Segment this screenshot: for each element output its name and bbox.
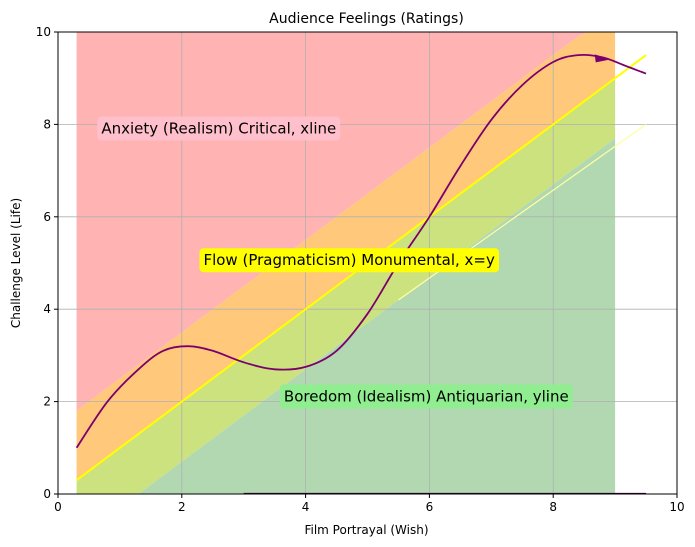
y-tick-label: 8 bbox=[43, 117, 51, 131]
y-tick-label: 6 bbox=[43, 210, 51, 224]
annotation-label: Boredom (Idealism) Antiquarian, yline bbox=[284, 387, 569, 405]
annotation-label: Flow (Pragmaticism) Monumental, x=y bbox=[203, 251, 495, 269]
x-tick-label: 0 bbox=[54, 500, 62, 514]
annotation-label: Anxiety (Realism) Critical, xline bbox=[101, 120, 336, 138]
trajectory-curve bbox=[75, 53, 647, 449]
annotation-2: Boredom (Idealism) Antiquarian, yline bbox=[279, 384, 573, 409]
x-tick-label: 10 bbox=[669, 500, 684, 514]
annotation-box bbox=[199, 248, 500, 273]
annotation-0: Anxiety (Realism) Critical, xline bbox=[97, 116, 341, 141]
annotation-1: Flow (Pragmaticism) Monumental, x=y bbox=[199, 248, 500, 273]
annotation-box bbox=[97, 116, 341, 141]
region-boredom-upper bbox=[76, 78, 616, 494]
plot-frame bbox=[57, 31, 678, 495]
chart-title: Audience Feelings (Ratings) bbox=[269, 11, 464, 27]
annotation-box bbox=[279, 384, 573, 409]
x-tick-label: 4 bbox=[302, 500, 310, 514]
y-axis-label: Challenge Level (Life) bbox=[9, 198, 23, 328]
y-tick-label: 4 bbox=[43, 302, 51, 316]
x-tick-label: 2 bbox=[178, 500, 186, 514]
y-tick-label: 0 bbox=[43, 487, 51, 501]
x-tick-label: 6 bbox=[426, 500, 434, 514]
trajectory-arrow bbox=[594, 54, 611, 63]
x-tick-label: 8 bbox=[549, 500, 557, 514]
x-axis-label: Film Portrayal (Wish) bbox=[304, 523, 428, 537]
y-tick-label: 10 bbox=[36, 25, 51, 39]
y-tick-label: 2 bbox=[43, 395, 51, 409]
